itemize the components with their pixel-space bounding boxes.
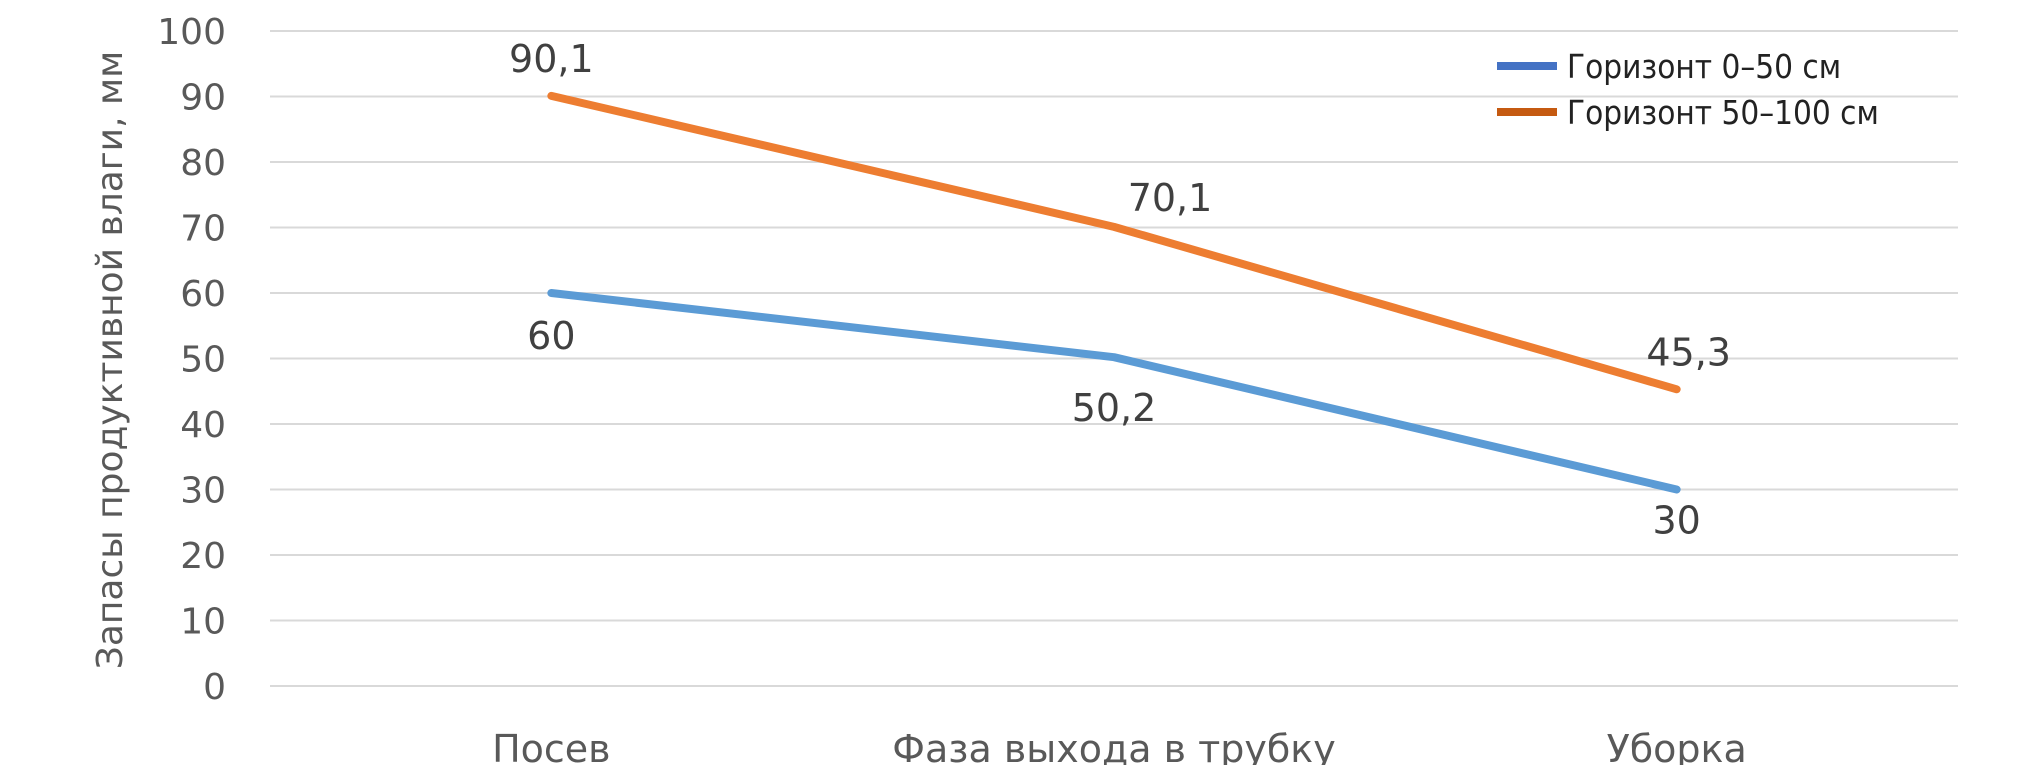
- x-category-label: Посев: [492, 727, 611, 765]
- y-tick-label: 60: [180, 274, 226, 315]
- y-axis-ticks: 0 10 20 30 40 50 60 70 80 90 100: [157, 12, 226, 708]
- series-line-1: [547, 91, 1681, 394]
- y-tick-label: 100: [157, 12, 226, 53]
- y-tick-label: 0: [203, 667, 226, 708]
- x-category-label: Фаза выхода в трубку: [892, 727, 1335, 765]
- y-tick-label: 40: [180, 405, 226, 446]
- legend: Горизонт 0–50 см Горизонт 50–100 см: [1497, 47, 1879, 132]
- y-axis-label: Запасы продуктивной влаги, мм: [90, 51, 131, 670]
- y-tick-label: 50: [180, 340, 226, 381]
- data-label: 45,3: [1646, 330, 1731, 374]
- legend-entry: Горизонт 50–100 см: [1567, 93, 1879, 132]
- y-tick-label: 20: [180, 536, 226, 577]
- legend-entry: Горизонт 0–50 см: [1567, 47, 1841, 86]
- y-tick-label: 90: [180, 78, 226, 119]
- y-tick-label: 30: [180, 471, 226, 512]
- x-axis-categories: Посев Фаза выхода в трубку Уборка: [492, 727, 1747, 765]
- x-category-label: Уборка: [1607, 727, 1747, 765]
- y-tick-label: 80: [180, 143, 226, 184]
- data-label: 90,1: [509, 37, 594, 81]
- data-label: 60: [527, 314, 575, 358]
- data-label: 30: [1652, 499, 1700, 543]
- data-labels: 60 50,2 30 90,1 70,1 45,3: [509, 37, 1731, 543]
- data-label: 70,1: [1128, 176, 1213, 220]
- y-tick-label: 10: [180, 602, 226, 643]
- y-tick-label: 70: [180, 209, 226, 250]
- series-lines: [547, 91, 1681, 494]
- data-label: 50,2: [1072, 386, 1157, 430]
- series-line-0: [547, 289, 1681, 494]
